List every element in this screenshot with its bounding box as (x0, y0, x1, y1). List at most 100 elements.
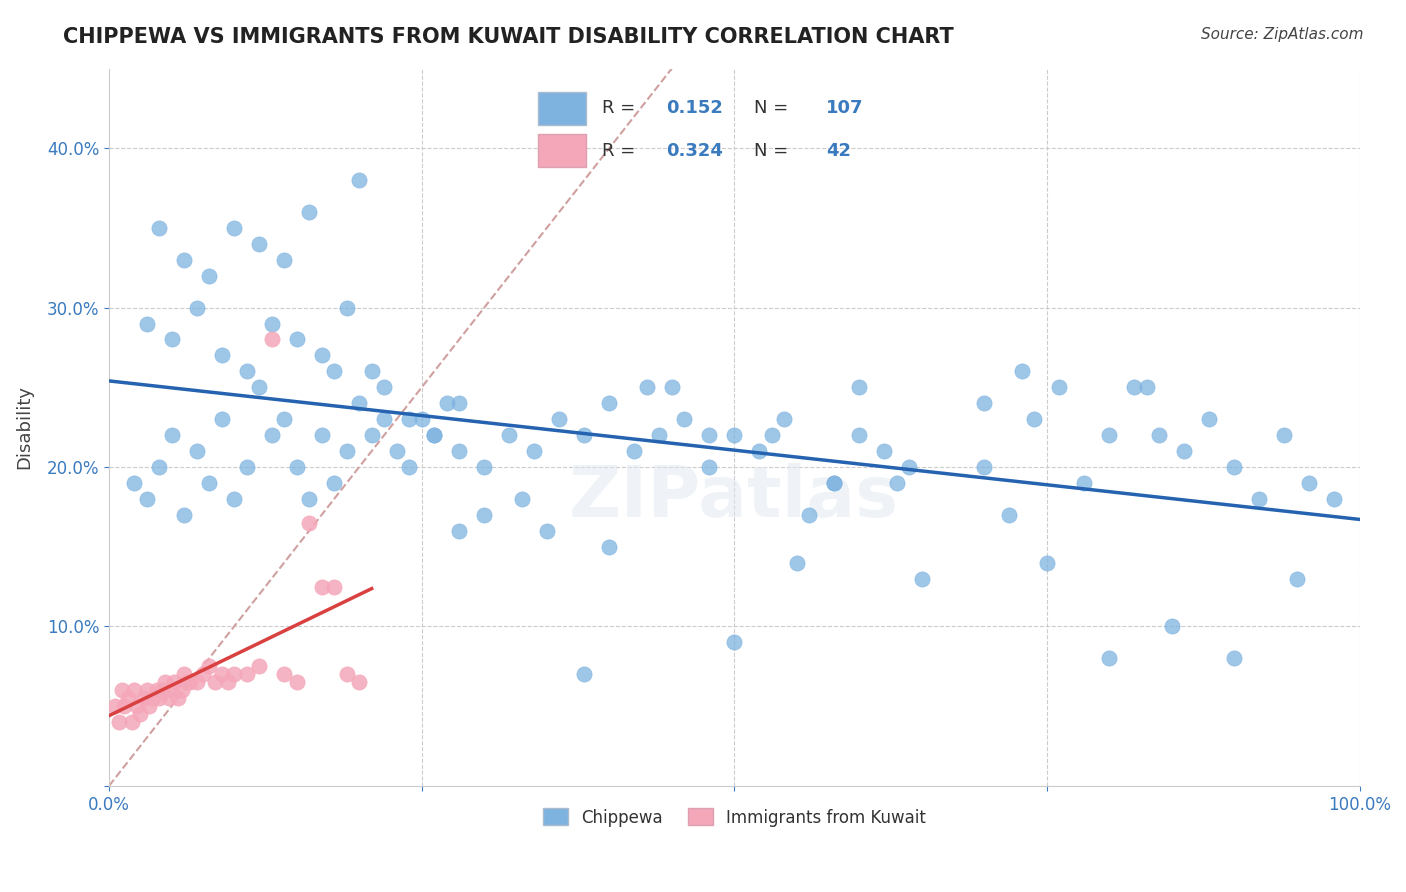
Point (323, 580, 346, 594)
Point (122, 475, 145, 490)
Point (1161, 619, 1184, 633)
Point (191, 667, 214, 681)
Point (1198, 412, 1220, 426)
Point (138, 699, 160, 714)
Point (311, 428, 333, 442)
Point (285, 333, 308, 347)
Point (198, 659, 221, 673)
Point (260, 317, 283, 331)
Point (198, 475, 221, 490)
Legend: Chippewa, Immigrants from Kuwait: Chippewa, Immigrants from Kuwait (534, 800, 934, 835)
Text: CHIPPEWA VS IMMIGRANTS FROM KUWAIT DISABILITY CORRELATION CHART: CHIPPEWA VS IMMIGRANTS FROM KUWAIT DISAB… (63, 27, 955, 46)
Point (1024, 412, 1046, 426)
Point (510, 491, 533, 506)
Point (224, 667, 246, 681)
Point (498, 428, 520, 442)
Point (347, 396, 370, 410)
Point (773, 412, 796, 426)
Point (204, 675, 226, 690)
Point (173, 667, 195, 681)
Point (449, 396, 471, 410)
Point (186, 444, 208, 458)
Point (108, 714, 131, 729)
Point (247, 659, 270, 673)
Point (135, 317, 157, 331)
Point (1073, 475, 1095, 490)
Point (347, 173, 370, 187)
Point (823, 475, 845, 490)
Point (1249, 491, 1271, 506)
Point (217, 675, 239, 690)
Point (298, 491, 321, 506)
Point (104, 699, 127, 714)
Point (423, 428, 446, 442)
Point (398, 412, 420, 426)
Point (311, 348, 333, 362)
Point (523, 444, 546, 458)
Point (125, 699, 148, 714)
Point (1047, 380, 1070, 394)
Point (135, 491, 157, 506)
Point (150, 683, 173, 698)
Point (1098, 651, 1121, 665)
Point (224, 221, 246, 235)
Point (224, 491, 246, 506)
Point (911, 572, 934, 586)
Point (285, 460, 308, 475)
Point (211, 412, 233, 426)
Point (998, 508, 1021, 522)
Point (117, 691, 139, 706)
Point (323, 475, 346, 490)
Point (134, 691, 156, 706)
Point (173, 508, 195, 522)
Point (198, 268, 221, 283)
Point (873, 444, 896, 458)
Point (160, 683, 183, 698)
Point (235, 460, 257, 475)
Point (273, 412, 295, 426)
Point (373, 412, 395, 426)
Point (886, 475, 908, 490)
Point (112, 699, 135, 714)
Point (472, 508, 495, 522)
Point (449, 524, 471, 538)
Point (1223, 651, 1246, 665)
Point (323, 364, 346, 378)
Point (160, 428, 183, 442)
Point (179, 675, 201, 690)
Y-axis label: Disability: Disability (15, 385, 32, 469)
Point (298, 205, 321, 219)
Point (548, 412, 571, 426)
Point (799, 508, 821, 522)
Point (848, 428, 870, 442)
Point (973, 460, 995, 475)
Point (336, 667, 359, 681)
Point (273, 252, 295, 267)
Point (155, 675, 177, 690)
Point (697, 428, 720, 442)
Point (1323, 491, 1346, 506)
Point (823, 475, 845, 490)
Point (1285, 572, 1308, 586)
Point (449, 444, 471, 458)
Point (1036, 556, 1059, 570)
Point (186, 301, 208, 315)
Point (121, 714, 143, 729)
Point (648, 428, 671, 442)
Point (697, 460, 720, 475)
Point (1011, 364, 1033, 378)
Point (436, 396, 458, 410)
Point (748, 444, 770, 458)
Point (173, 252, 195, 267)
Point (163, 675, 186, 690)
Point (1098, 428, 1121, 442)
Point (122, 683, 145, 698)
Text: ZIPatlas: ZIPatlas (569, 463, 900, 532)
Point (1298, 475, 1320, 490)
Point (135, 683, 157, 698)
Point (347, 675, 370, 690)
Point (574, 667, 596, 681)
Point (761, 428, 783, 442)
Point (157, 691, 180, 706)
Point (598, 396, 620, 410)
